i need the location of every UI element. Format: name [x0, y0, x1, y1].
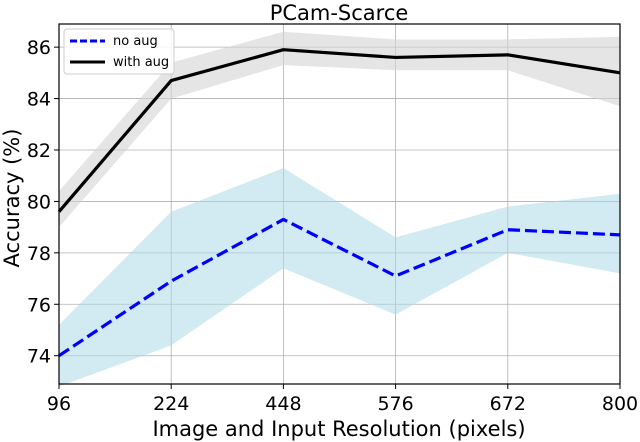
- plot-frame: [58, 23, 621, 385]
- legend: no aug with aug: [63, 28, 175, 75]
- y-tick-label-86: 86: [27, 37, 51, 59]
- y-tick-label-80: 80: [27, 191, 51, 213]
- x-axis-title: Image and Input Resolution (pixels): [152, 417, 525, 441]
- legend-label-no-aug: no aug: [113, 34, 158, 49]
- band-with-aug: [59, 31, 620, 228]
- y-tick-label-82: 82: [27, 140, 51, 162]
- band-no-aug: [59, 168, 620, 387]
- x-axis-ticks: 96 224 448 576 672 800: [47, 384, 638, 415]
- confidence-bands: [59, 31, 620, 387]
- y-axis-ticks: 74 76 78 80 82 84 86: [27, 37, 59, 368]
- y-axis-title: Accuracy (%): [0, 129, 24, 268]
- chart-title: PCam-Scarce: [270, 1, 409, 25]
- x-tick-label-96: 96: [47, 393, 71, 415]
- y-tick-label-76: 76: [27, 294, 51, 316]
- y-tick-label-74: 74: [27, 346, 51, 368]
- x-tick-label-800: 800: [602, 393, 638, 415]
- series-lines: [57, 48, 621, 358]
- y-tick-label-84: 84: [27, 89, 51, 111]
- x-tick-label-448: 448: [265, 393, 301, 415]
- x-tick-label-224: 224: [153, 393, 189, 415]
- series-line-no-aug: [58, 217, 621, 358]
- y-tick-label-78: 78: [27, 243, 51, 265]
- x-tick-label-576: 576: [377, 393, 413, 415]
- legend-label-with-aug: with aug: [113, 55, 169, 70]
- x-tick-label-672: 672: [490, 393, 526, 415]
- series-line-with-aug: [57, 48, 621, 213]
